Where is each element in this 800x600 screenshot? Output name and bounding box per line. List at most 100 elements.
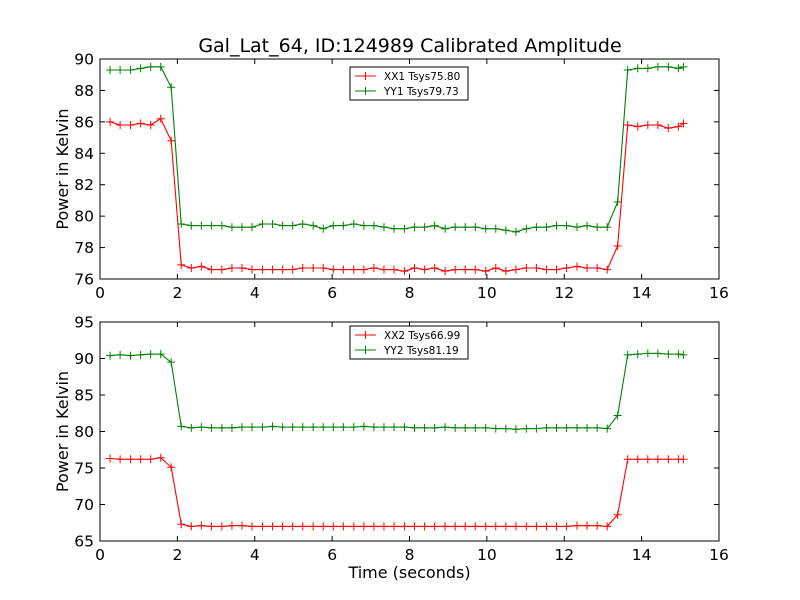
data-point: [410, 264, 419, 272]
data-point: [573, 223, 582, 232]
y-tick-label: 88: [74, 82, 94, 100]
data-point: [461, 522, 470, 531]
data-point: [653, 349, 662, 358]
data-point: [167, 136, 176, 145]
data-point: [278, 221, 287, 230]
data-point: [268, 422, 277, 431]
data-point: [542, 265, 551, 274]
data-point: [258, 522, 267, 531]
x-tick-label: 2: [172, 546, 182, 564]
data-point: [664, 62, 673, 71]
data-point: [369, 221, 378, 230]
data-point: [562, 423, 571, 432]
data-point: [116, 350, 125, 359]
data-point: [319, 264, 328, 272]
legend-marker: [361, 72, 370, 80]
series-line-0-1: [110, 66, 684, 233]
data-point: [451, 522, 460, 531]
data-point: [522, 224, 531, 233]
y-tick-label: 85: [74, 387, 94, 405]
data-point: [573, 262, 582, 271]
data-point: [156, 453, 165, 462]
data-point: [369, 264, 378, 272]
data-point: [400, 267, 409, 276]
data-point: [430, 522, 439, 531]
data-point: [268, 265, 277, 274]
data-point: [623, 455, 632, 464]
data-point: [501, 424, 510, 433]
data-point: [410, 423, 419, 432]
data-point: [679, 62, 688, 71]
legend-marker: [361, 331, 370, 339]
data-point: [309, 264, 318, 272]
data-point: [217, 423, 226, 432]
data-point: [237, 521, 246, 530]
data-point: [359, 522, 368, 531]
data-point: [349, 265, 358, 274]
x-tick-label: 4: [250, 284, 260, 302]
data-point: [471, 522, 480, 531]
series-line-1-1: [110, 352, 684, 430]
x-tick-label: 8: [405, 546, 415, 564]
data-point: [349, 423, 358, 432]
data-point: [593, 521, 602, 530]
data-point: [430, 221, 439, 230]
x-tick-label: 16: [709, 284, 729, 302]
data-point: [116, 66, 125, 74]
data-point: [227, 264, 236, 272]
data-point: [187, 522, 196, 531]
data-point: [420, 223, 429, 232]
data-point: [329, 423, 338, 432]
legend-box: [349, 325, 469, 360]
data-point: [298, 264, 307, 272]
data-point: [400, 224, 409, 233]
data-point: [329, 265, 338, 274]
data-point: [146, 350, 155, 359]
data-point: [623, 350, 632, 359]
data-point: [288, 423, 297, 432]
data-point: [248, 223, 257, 232]
x-tick-label: 0: [95, 546, 105, 564]
data-point: [501, 522, 510, 531]
data-point: [126, 455, 135, 464]
data-point: [451, 423, 460, 432]
data-point: [441, 522, 450, 531]
data-point: [603, 265, 612, 274]
data-point: [146, 121, 155, 129]
data-point: [532, 223, 541, 232]
data-point: [288, 221, 297, 230]
series-line-0-0: [109, 117, 684, 272]
data-point: [329, 522, 338, 531]
data-point: [177, 260, 186, 269]
data-point: [379, 423, 388, 432]
x-tick-label: 4: [250, 546, 260, 564]
data-point: [329, 221, 338, 230]
data-point: [106, 66, 115, 74]
data-point: [410, 223, 419, 232]
data-point: [481, 423, 490, 432]
series-markers-0-1: [106, 62, 688, 236]
data-point: [451, 265, 460, 274]
data-point: [207, 522, 216, 531]
data-point: [359, 422, 368, 431]
data-point: [319, 423, 328, 432]
data-point: [339, 423, 348, 432]
data-point: [288, 522, 297, 531]
data-point: [562, 522, 571, 531]
data-point: [217, 522, 226, 531]
data-point: [359, 265, 368, 274]
legend-label: YY1 Tsys79.73: [383, 86, 459, 98]
data-point: [197, 423, 206, 432]
data-point: [542, 522, 551, 531]
data-point: [532, 522, 541, 531]
data-point: [664, 455, 673, 464]
x-tick-label: 8: [405, 284, 415, 302]
data-point: [197, 262, 206, 271]
data-point: [237, 264, 246, 272]
data-point: [197, 221, 206, 230]
legend-marker: [361, 87, 370, 95]
data-point: [258, 220, 267, 228]
x-tick-label: 14: [632, 284, 652, 302]
x-tick-label: 14: [632, 546, 652, 564]
data-point: [258, 265, 267, 274]
